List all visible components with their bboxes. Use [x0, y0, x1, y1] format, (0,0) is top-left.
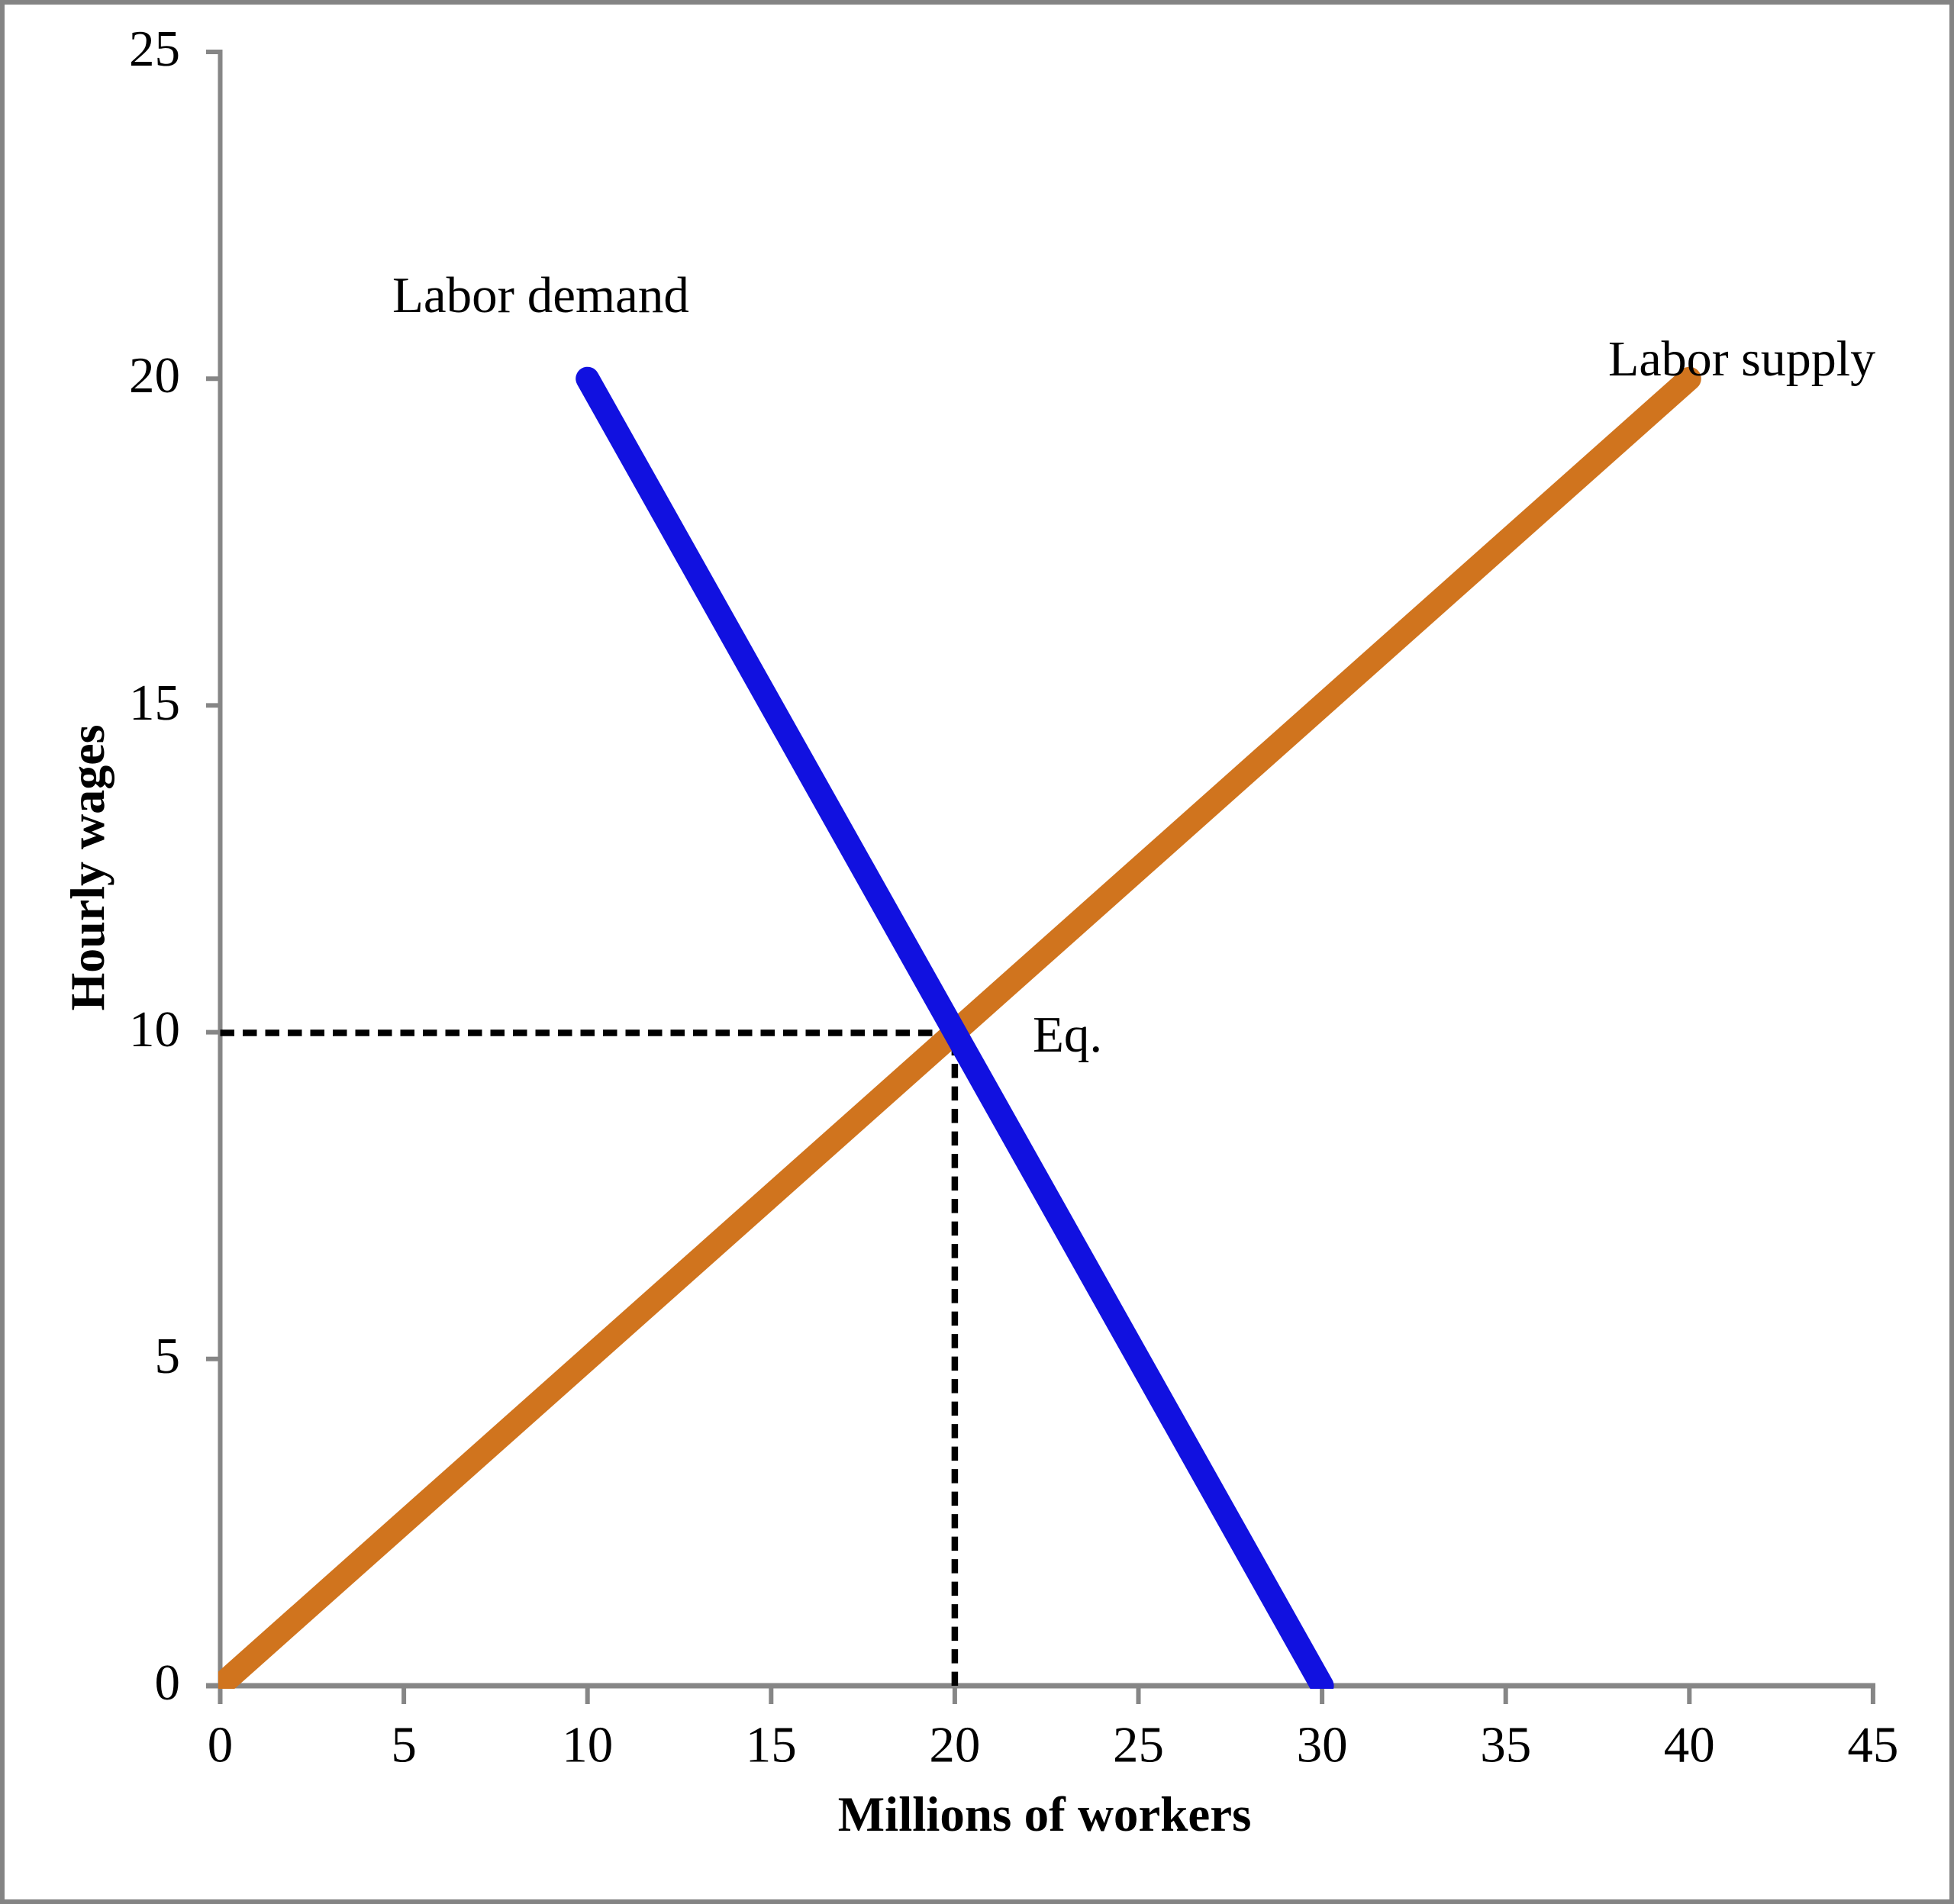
- svg-text:Hourly wages: Hourly wages: [60, 724, 114, 1010]
- svg-text:30: 30: [1297, 1717, 1348, 1774]
- svg-text:25: 25: [129, 21, 180, 77]
- svg-text:5: 5: [155, 1328, 181, 1384]
- svg-text:20: 20: [129, 347, 180, 404]
- svg-text:Millions of workers: Millions of workers: [838, 1787, 1252, 1842]
- svg-text:0: 0: [155, 1654, 181, 1711]
- svg-text:10: 10: [562, 1717, 613, 1774]
- svg-text:Labor demand: Labor demand: [392, 267, 689, 324]
- svg-text:Eq.: Eq.: [1033, 1007, 1102, 1063]
- svg-text:15: 15: [129, 675, 180, 731]
- svg-text:Labor supply: Labor supply: [1608, 331, 1875, 387]
- svg-text:35: 35: [1480, 1717, 1531, 1774]
- svg-text:5: 5: [391, 1717, 417, 1774]
- svg-text:15: 15: [746, 1717, 797, 1774]
- svg-text:10: 10: [129, 1001, 180, 1058]
- svg-text:0: 0: [208, 1717, 234, 1774]
- svg-text:45: 45: [1847, 1717, 1898, 1774]
- svg-text:25: 25: [1113, 1717, 1164, 1774]
- svg-text:20: 20: [929, 1717, 980, 1774]
- svg-text:40: 40: [1664, 1717, 1715, 1774]
